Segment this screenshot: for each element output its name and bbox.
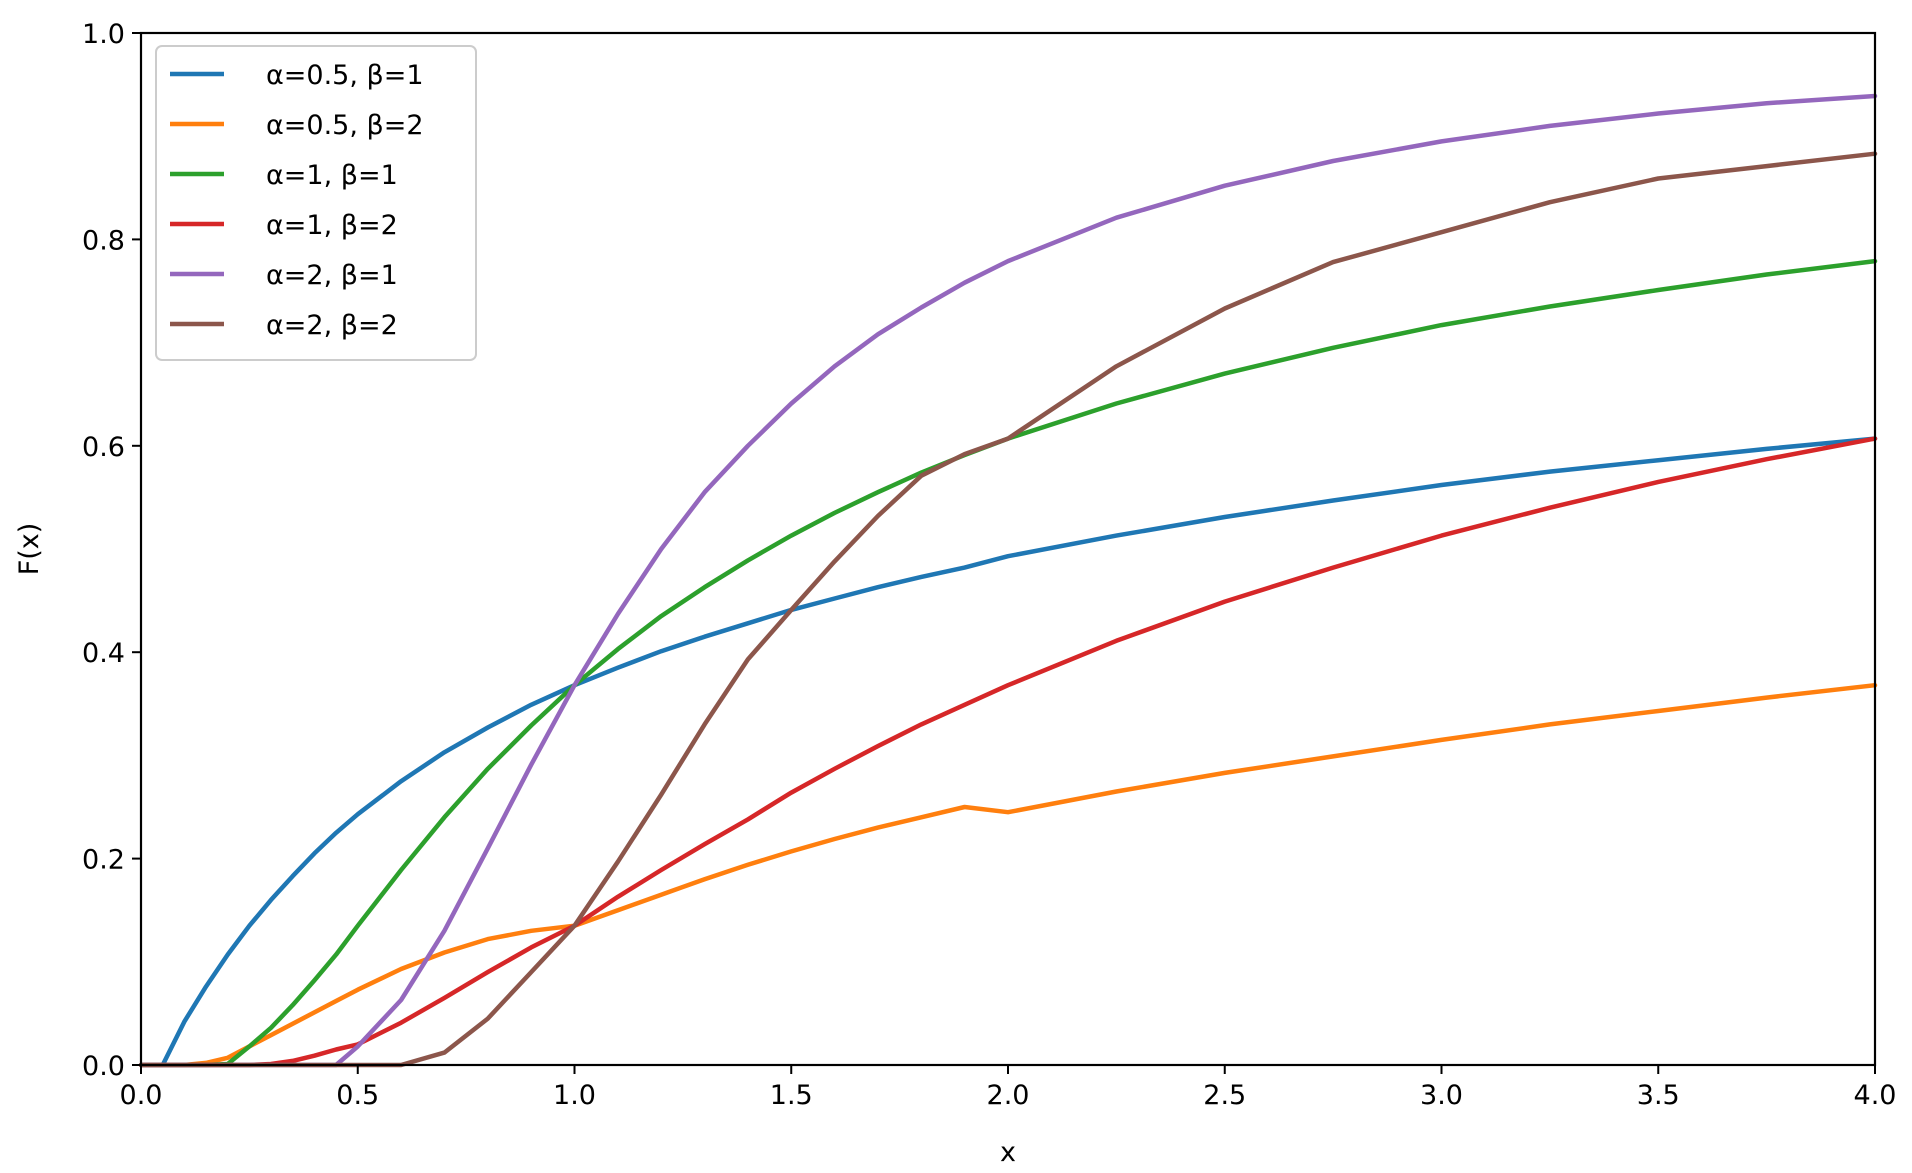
y-tick-label: 0.0 [82, 1051, 125, 1082]
legend-entry-label: α=1, β=1 [266, 160, 398, 191]
y-tick-label: 1.0 [82, 19, 125, 50]
series-line-1 [138, 682, 1878, 1068]
x-tick-label: 0.5 [336, 1080, 379, 1111]
x-tick-label: 0.0 [120, 1080, 163, 1111]
legend-entry-label: α=2, β=2 [266, 310, 398, 341]
x-tick-label: 2.5 [1203, 1080, 1246, 1111]
x-axis-label: x [1000, 1137, 1016, 1168]
legend-box [155, 45, 477, 361]
ticks-layer: 0.0 0.5 1.0 1.5 2.0 2.5 3.0 3.5 4.0 0.0 0.2 0.4 0.6 0… [82, 19, 1896, 1111]
y-tick-label: 0.8 [82, 225, 125, 256]
legend-entry-label: α=1, β=2 [266, 210, 398, 241]
x-tick-label: 3.0 [1420, 1080, 1463, 1111]
x-tick-label: 4.0 [1854, 1080, 1897, 1111]
series-line-2 [138, 258, 1878, 1068]
legend-entry-label: α=2, β=1 [266, 260, 398, 291]
y-tick-label: 0.4 [82, 638, 125, 669]
y-tick-label: 0.6 [82, 432, 125, 463]
x-tick-label: 1.5 [770, 1080, 813, 1111]
legend-entry-label: α=0.5, β=1 [266, 60, 424, 91]
y-axis-label: F(x) [14, 523, 45, 576]
y-tick-label: 0.2 [82, 845, 125, 876]
series-line-0 [138, 436, 1878, 1068]
x-tick-label: 1.0 [553, 1080, 596, 1111]
x-tick-label: 2.0 [987, 1080, 1030, 1111]
x-tick-label: 3.5 [1637, 1080, 1680, 1111]
legend: α=0.5, β=1 α=0.5, β=2 α=1, β=1 α=1, β=2 α=2,… [155, 45, 477, 361]
legend-entry-label: α=0.5, β=2 [266, 110, 424, 141]
